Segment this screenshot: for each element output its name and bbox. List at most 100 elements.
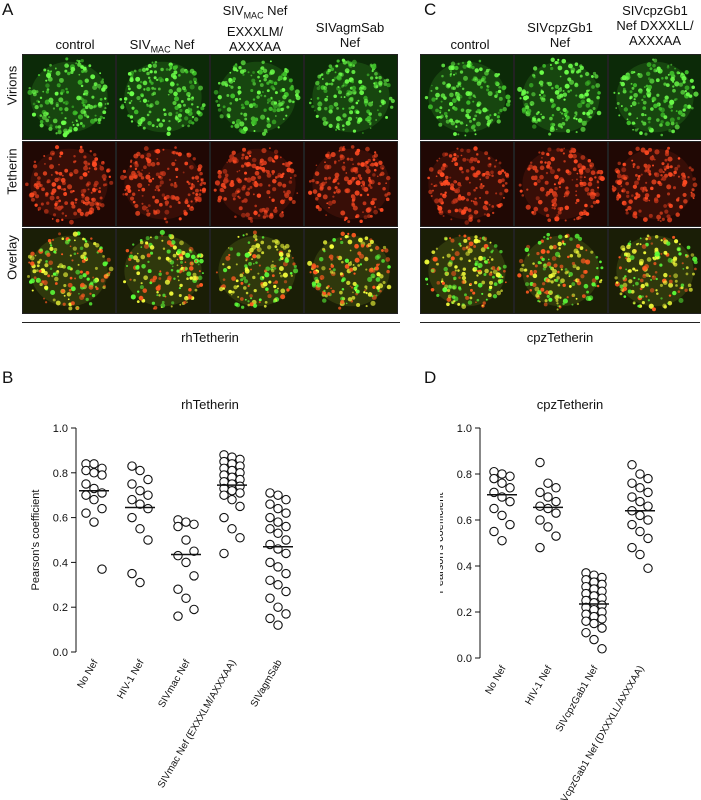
cpz-point-1-10 <box>543 522 553 532</box>
agm-line1: SIVagmSab <box>315 20 385 35</box>
cpz-point-1-4 <box>543 492 553 502</box>
col-header-sivcpz-mutant: SIVcpzGb1 Nef DXXXLL/ AXXXAA <box>605 3 701 48</box>
rh-y-tick-label-5: 1.0 <box>53 423 68 435</box>
rh-point-0-13 <box>89 517 99 527</box>
cpz-mut-line3: AXXXAA <box>628 33 682 48</box>
tile-c-overlay-1 <box>420 228 514 314</box>
rh-point-0-12 <box>81 508 91 518</box>
cpz-point-3-8 <box>643 501 653 511</box>
rh-point-2-3 <box>173 521 183 532</box>
tile-a-overlay-4 <box>304 228 398 314</box>
col-header-control-c: control <box>450 37 490 52</box>
cpz-point-2-25 <box>589 634 599 645</box>
rh-point-2-9 <box>173 584 183 595</box>
col-header-sivmac-nef: SIVMAC Nef <box>112 37 212 58</box>
rh-x-tick-label-2: SIVmac Nef <box>156 658 192 710</box>
rh-point-0-11 <box>97 503 107 514</box>
rh-point-4-19 <box>273 580 283 590</box>
cpz-point-0-9 <box>489 503 499 514</box>
cpz-point-3-12 <box>627 519 637 530</box>
rh-point-2-6 <box>173 550 183 561</box>
rh-point-1-6 <box>127 494 137 505</box>
tile-a-overlay-1 <box>22 228 116 314</box>
sivmac-sub: MAC <box>150 44 171 55</box>
cpz-point-1-7 <box>543 503 553 514</box>
cpz-point-0-4 <box>497 478 507 488</box>
col-header-control-a: control <box>55 37 95 52</box>
rh-point-3-17 <box>235 488 245 498</box>
cpz-point-1-9 <box>535 515 545 525</box>
panel-label-c: C <box>424 0 437 19</box>
rh-point-1-13 <box>135 577 145 588</box>
cpz-point-1-8 <box>551 508 561 518</box>
rh-point-1-0 <box>127 461 137 471</box>
cpz-point-1-0 <box>535 457 545 468</box>
rh-point-2-1 <box>181 517 191 527</box>
rh-point-1-12 <box>127 568 137 579</box>
cpz-point-0-5 <box>505 483 515 493</box>
row-label-overlay: Overlay <box>4 235 20 280</box>
rh-y-tick-label-2: 0.4 <box>53 557 68 569</box>
cpz-point-1-11 <box>551 531 561 541</box>
cpz-y-tick-label-3: 0.6 <box>457 515 472 527</box>
rh-point-4-6 <box>265 512 275 523</box>
rh-point-4-25 <box>273 620 283 630</box>
cpz-point-3-0 <box>627 460 637 470</box>
cpz-point-0-1 <box>497 469 507 479</box>
tile-a-virions-4 <box>304 54 398 140</box>
rh-point-4-5 <box>281 508 291 518</box>
cpz-mut-line1: SIVcpzGb1 <box>622 3 688 18</box>
cpz-point-3-11 <box>643 515 653 525</box>
panel-label-d: D <box>424 368 437 387</box>
tile-a-virions-1 <box>22 54 116 140</box>
rh-point-0-10 <box>89 494 99 505</box>
cpz-point-2-21 <box>581 616 591 626</box>
rh-point-3-19 <box>227 494 237 505</box>
rh-point-0-1 <box>89 459 99 469</box>
tile-a-virions-3 <box>210 54 304 140</box>
cpz-point-2-23 <box>597 623 607 633</box>
rh-point-3-16 <box>227 485 237 496</box>
cpz-x-tick-label-1: HIV-1 Nef <box>523 664 554 707</box>
rh-point-4-14 <box>281 548 291 559</box>
cpz-point-3-15 <box>627 542 637 553</box>
tile-a-overlay-3 <box>210 228 304 314</box>
tile-c-overlay-2 <box>514 228 608 314</box>
cpz-point-1-3 <box>535 487 545 498</box>
rh-point-3-23 <box>235 533 245 543</box>
rh-point-2-5 <box>189 546 199 556</box>
rh-point-2-2 <box>189 519 199 530</box>
panel-label-b: B <box>2 368 14 387</box>
rh-point-4-7 <box>273 517 283 527</box>
tile-a-tetherin-3 <box>210 141 304 227</box>
agm-line2: Nef <box>339 35 361 50</box>
rh-point-4-24 <box>265 613 275 624</box>
cpz-point-2-20 <box>597 614 607 624</box>
cpz-point-1-5 <box>551 496 561 507</box>
cpz-y-tick-label-5: 1.0 <box>457 423 472 435</box>
rh-point-4-2 <box>281 494 291 505</box>
rh-point-1-1 <box>135 465 145 476</box>
sivmac-mut-line3: AXXXAA <box>228 38 282 54</box>
cpz-point-3-7 <box>635 496 645 507</box>
rhtetherin-bracket <box>22 322 400 323</box>
sivmac-mut-post: Nef <box>263 3 288 18</box>
sivmac-pre: SIV <box>129 37 151 52</box>
rh-point-4-20 <box>281 586 291 597</box>
tile-a-overlay-2 <box>116 228 210 314</box>
cpz-mut-line2: Nef DXXXLL/ <box>616 18 694 33</box>
row-label-tetherin: Tetherin <box>4 148 20 195</box>
cpztetherin-bracket <box>420 322 700 323</box>
cpz-point-1-12 <box>535 542 545 553</box>
rh-point-3-21 <box>219 512 229 523</box>
rh-point-1-3 <box>127 479 137 489</box>
rh-point-0-4 <box>89 468 99 478</box>
rh-point-4-10 <box>273 528 283 539</box>
rh-point-4-17 <box>281 568 291 579</box>
rh-point-4-9 <box>265 524 275 534</box>
cpz-point-3-5 <box>643 487 653 498</box>
cpz-point-0-13 <box>497 535 507 546</box>
cpz-point-0-8 <box>505 496 515 507</box>
rh-point-1-5 <box>143 490 153 500</box>
rh-point-1-8 <box>143 503 153 514</box>
